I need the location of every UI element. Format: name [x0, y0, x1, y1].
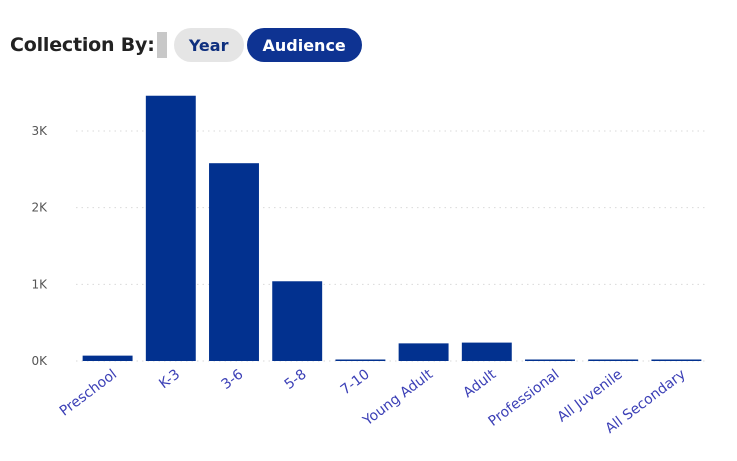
toggle-year-button[interactable]: Year	[173, 28, 244, 62]
x-tick-label: 7-10	[338, 366, 373, 398]
bar-preschool[interactable]	[82, 355, 133, 361]
bar-professional[interactable]	[525, 359, 575, 362]
bars	[82, 95, 702, 362]
bar-adult[interactable]	[461, 342, 512, 361]
y-tick-label: 3K	[31, 124, 48, 138]
collection-by-label: Collection By:	[10, 34, 155, 56]
x-tick-label: Professional	[486, 366, 563, 429]
y-tick-label: 0K	[31, 354, 48, 368]
collection-by-header: Collection By: Year Audience	[10, 27, 362, 63]
y-tick-label: 2K	[31, 201, 48, 215]
toggle-audience-button[interactable]: Audience	[246, 28, 362, 62]
bar-5-8[interactable]	[272, 281, 323, 361]
x-tick-label: Adult	[460, 366, 499, 401]
y-axis-ticks: 0K 1K 2K 3K	[31, 124, 48, 368]
header-divider	[156, 32, 167, 58]
x-tick-label: Young Adult	[359, 366, 436, 430]
bar-all-secondary[interactable]	[651, 359, 702, 362]
x-tick-label: K-3	[156, 366, 183, 392]
y-tick-label: 1K	[31, 277, 48, 291]
bar-3-6[interactable]	[209, 163, 259, 361]
bar-young-adult[interactable]	[398, 343, 449, 361]
x-tick-label: 3-6	[219, 366, 247, 393]
x-tick-label: 5-8	[282, 366, 310, 393]
x-tick-label: Preschool	[57, 366, 120, 419]
bar-k-3[interactable]	[145, 95, 196, 361]
bar-all-juvenile[interactable]	[588, 359, 639, 362]
bar-7-10[interactable]	[335, 359, 386, 362]
